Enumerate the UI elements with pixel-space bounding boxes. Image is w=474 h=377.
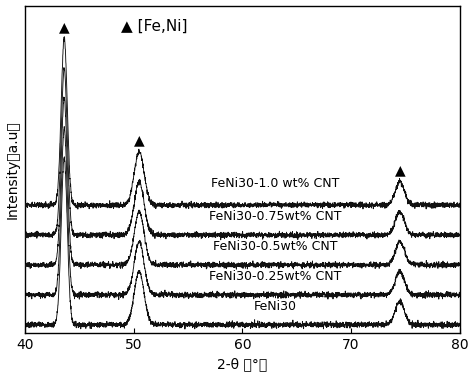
Y-axis label: Intensity（a.u）: Intensity（a.u） bbox=[6, 120, 19, 219]
Text: FeNi30-0.25wt% CNT: FeNi30-0.25wt% CNT bbox=[209, 270, 341, 283]
Text: FeNi30-0.5wt% CNT: FeNi30-0.5wt% CNT bbox=[213, 240, 337, 253]
Text: ▲: ▲ bbox=[59, 21, 70, 35]
Text: ▲ [Fe,Ni]: ▲ [Fe,Ni] bbox=[121, 18, 187, 34]
Text: FeNi30: FeNi30 bbox=[254, 300, 296, 313]
Text: FeNi30-1.0 wt% CNT: FeNi30-1.0 wt% CNT bbox=[211, 177, 339, 190]
Text: FeNi30-0.75wt% CNT: FeNi30-0.75wt% CNT bbox=[209, 210, 341, 223]
Text: ▲: ▲ bbox=[134, 134, 145, 148]
X-axis label: 2-θ （°）: 2-θ （°） bbox=[217, 357, 267, 371]
Text: ▲: ▲ bbox=[394, 164, 405, 178]
